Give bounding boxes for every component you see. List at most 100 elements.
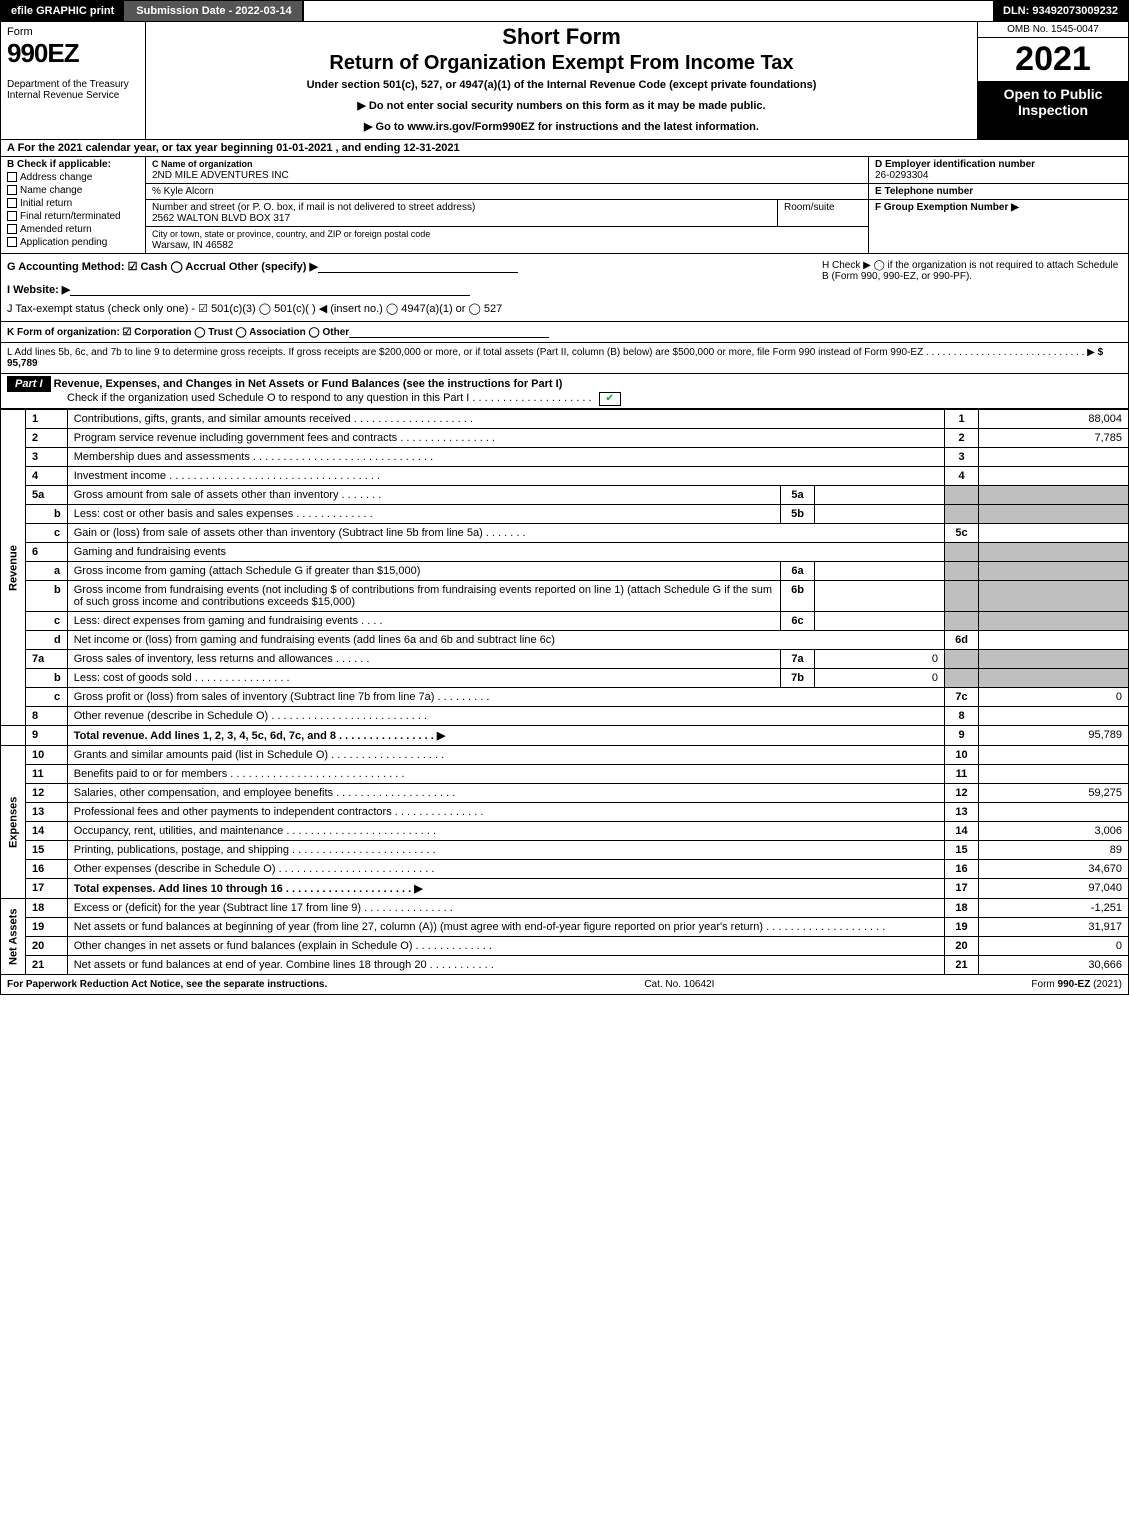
row-a-tax-year: A For the 2021 calendar year, or tax yea… (0, 140, 1129, 157)
line-7a-inner-val: 0 (815, 650, 945, 669)
line-17-val: 97,040 (979, 879, 1129, 899)
check-address-change[interactable]: Address change (7, 172, 139, 183)
shaded-cell (979, 612, 1129, 631)
line-1-val: 88,004 (979, 410, 1129, 429)
page-footer: For Paperwork Reduction Act Notice, see … (0, 975, 1129, 995)
line-9-col: 9 (945, 726, 979, 746)
line-7c-no: c (26, 688, 68, 707)
shaded-cell (945, 612, 979, 631)
instruction-1: ▶ Do not enter social security numbers o… (154, 99, 969, 112)
check-application-pending[interactable]: Application pending (7, 237, 139, 248)
line-6d-col: 6d (945, 631, 979, 650)
line-14-col: 14 (945, 822, 979, 841)
line-7b-inner-no: 7b (781, 669, 815, 688)
line-8-col: 8 (945, 707, 979, 726)
line-7c-desc: Gross profit or (loss) from sales of inv… (74, 691, 435, 703)
ein-label: D Employer identification number (875, 159, 1035, 170)
line-7b-inner-val: 0 (815, 669, 945, 688)
shaded-cell (979, 562, 1129, 581)
line-18-no: 18 (26, 899, 68, 918)
line-6c-no: c (26, 612, 68, 631)
line-17-col: 17 (945, 879, 979, 899)
line-8-val (979, 707, 1129, 726)
line-12-desc: Salaries, other compensation, and employ… (74, 787, 333, 799)
line-3-no: 3 (26, 448, 68, 467)
line-6a-inner-no: 6a (781, 562, 815, 581)
shaded-cell (945, 669, 979, 688)
line-12-col: 12 (945, 784, 979, 803)
line-5a-inner-val (815, 486, 945, 505)
line-4-val (979, 467, 1129, 486)
line-5c-val (979, 524, 1129, 543)
department-label: Department of the Treasury Internal Reve… (7, 79, 139, 101)
line-6b-inner-val (815, 581, 945, 612)
org-info-grid: B Check if applicable: Address change Na… (0, 157, 1129, 254)
part-1-checkbox[interactable]: ✔ (599, 392, 621, 406)
line-16-no: 16 (26, 860, 68, 879)
shaded-cell (945, 505, 979, 524)
short-form-label: Short Form (154, 24, 969, 50)
line-5b-inner-no: 5b (781, 505, 815, 524)
part-1-table: Revenue 1 Contributions, gifts, grants, … (0, 409, 1129, 975)
line-6b-inner-no: 6b (781, 581, 815, 612)
side-blank (1, 726, 26, 746)
line-5a-inner-no: 5a (781, 486, 815, 505)
shaded-cell (945, 562, 979, 581)
line-5b-inner-val (815, 505, 945, 524)
check-initial-return[interactable]: Initial return (7, 198, 139, 209)
line-7a-inner-no: 7a (781, 650, 815, 669)
shaded-cell (979, 650, 1129, 669)
shaded-cell (979, 486, 1129, 505)
form-number: 990EZ (7, 38, 139, 69)
line-7b-desc: Less: cost of goods sold (74, 672, 192, 684)
row-k-form-org: K Form of organization: ☑ Corporation ◯ … (0, 322, 1129, 343)
line-14-val: 3,006 (979, 822, 1129, 841)
street-label: Number and street (or P. O. box, if mail… (152, 202, 475, 213)
line-6b-no: b (26, 581, 68, 612)
line-7a-desc: Gross sales of inventory, less returns a… (74, 653, 333, 665)
efile-button[interactable]: efile GRAPHIC print (1, 1, 126, 21)
check-amended-return[interactable]: Amended return (7, 224, 139, 235)
city-value: Warsaw, IN 46582 (152, 240, 233, 251)
schedule-b-check: H Check ▶ ◯ if the organization is not r… (822, 260, 1122, 315)
line-15-val: 89 (979, 841, 1129, 860)
line-17-desc: Total expenses. Add lines 10 through 16 … (74, 883, 423, 895)
line-6c-inner-no: 6c (781, 612, 815, 631)
form-id-block: Form 990EZ Department of the Treasury In… (1, 22, 146, 139)
line-3-col: 3 (945, 448, 979, 467)
check-final-return[interactable]: Final return/terminated (7, 211, 139, 222)
line-21-col: 21 (945, 956, 979, 975)
line-10-col: 10 (945, 746, 979, 765)
shaded-cell (979, 505, 1129, 524)
shaded-cell (945, 581, 979, 612)
line-21-no: 21 (26, 956, 68, 975)
line-7a-no: 7a (26, 650, 68, 669)
line-12-no: 12 (26, 784, 68, 803)
line-11-val (979, 765, 1129, 784)
line-6a-desc: Gross income from gaming (attach Schedul… (67, 562, 780, 581)
line-7c-col: 7c (945, 688, 979, 707)
line-21-val: 30,666 (979, 956, 1129, 975)
section-def: D Employer identification number 26-0293… (868, 157, 1128, 253)
line-6c-inner-val (815, 612, 945, 631)
check-name-change[interactable]: Name change (7, 185, 139, 196)
tax-exempt-status: J Tax-exempt status (check only one) - ☑… (7, 302, 802, 315)
line-16-desc: Other expenses (describe in Schedule O) (74, 863, 276, 875)
ein-value: 26-0293304 (875, 170, 928, 181)
under-section: Under section 501(c), 527, or 4947(a)(1)… (154, 79, 969, 91)
line-15-col: 15 (945, 841, 979, 860)
telephone-label: E Telephone number (875, 186, 973, 197)
line-10-desc: Grants and similar amounts paid (list in… (74, 749, 328, 761)
line-3-val (979, 448, 1129, 467)
omb-number: OMB No. 1545-0047 (978, 22, 1128, 38)
footer-right: Form 990-EZ (2021) (1031, 979, 1122, 990)
street-value: 2562 WALTON BLVD BOX 317 (152, 213, 290, 224)
line-10-val (979, 746, 1129, 765)
line-9-val: 95,789 (979, 726, 1129, 746)
line-20-col: 20 (945, 937, 979, 956)
org-name: 2ND MILE ADVENTURES INC (152, 170, 289, 181)
line-9-no: 9 (26, 726, 68, 746)
line-18-col: 18 (945, 899, 979, 918)
part-1-header-row: Part I Revenue, Expenses, and Changes in… (0, 374, 1129, 409)
line-1-no: 1 (26, 410, 68, 429)
